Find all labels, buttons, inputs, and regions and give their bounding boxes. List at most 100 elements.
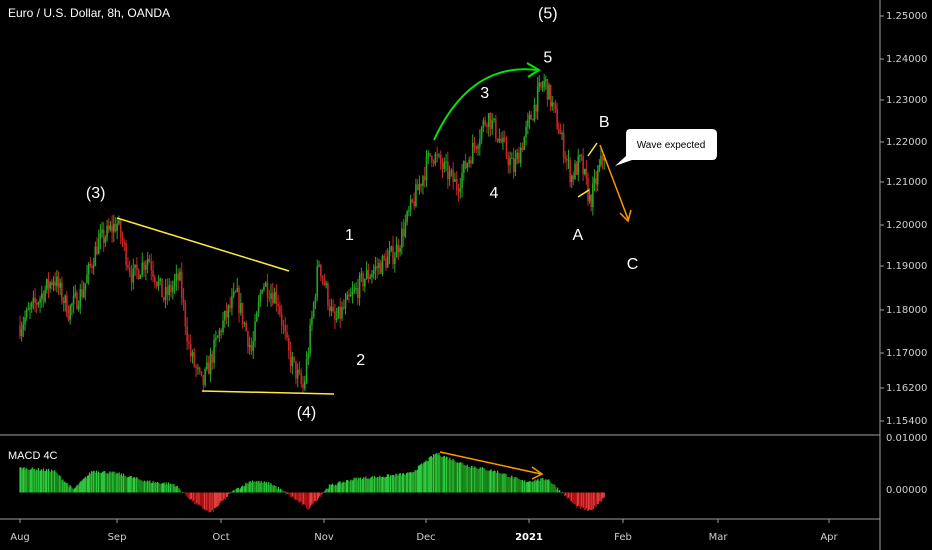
candle-body xyxy=(360,273,363,276)
candle-body xyxy=(339,306,342,319)
macd-bar xyxy=(237,487,239,493)
macd-bar xyxy=(313,492,315,502)
candle-body xyxy=(385,258,387,268)
wave-a-line[interactable] xyxy=(577,189,590,198)
macd-bar xyxy=(560,492,562,493)
candle-body xyxy=(259,293,262,302)
macd-bar xyxy=(171,483,173,493)
macd-bar xyxy=(234,491,236,493)
candle-body xyxy=(320,264,322,276)
candle-body xyxy=(59,282,61,288)
macd-bar xyxy=(564,492,566,497)
macd-bar xyxy=(36,470,38,493)
macd-bar xyxy=(370,476,372,493)
candle-body xyxy=(369,276,371,279)
macd-divergence-line[interactable] xyxy=(439,451,542,475)
macd-bar xyxy=(245,482,247,493)
candle-body xyxy=(130,272,133,283)
candle-body xyxy=(519,147,522,164)
candle-body xyxy=(484,120,486,125)
macd-axis[interactable]: 0.01000 0.00000 xyxy=(886,433,927,496)
macd-bar xyxy=(460,462,462,493)
macd-bar xyxy=(198,492,200,505)
macd-bar xyxy=(200,492,202,507)
macd-bar xyxy=(145,481,148,493)
macd-bar xyxy=(58,476,60,493)
macd-bar xyxy=(227,492,230,494)
macd-bar xyxy=(298,492,300,503)
candle-body xyxy=(592,183,594,207)
time-axis[interactable]: Aug Sep Oct Nov Dec 2021 Feb Mar Apr xyxy=(10,519,839,543)
candle-body xyxy=(543,80,545,87)
candle-body xyxy=(351,291,354,295)
macd-bar xyxy=(439,455,441,493)
macd-bar xyxy=(275,486,277,493)
macd-bar xyxy=(541,478,543,493)
candle-body xyxy=(211,354,214,363)
macd-bar xyxy=(220,492,222,502)
macd-bar xyxy=(112,471,114,493)
macd-bar xyxy=(559,490,561,493)
candle-body xyxy=(225,310,228,318)
candle-body xyxy=(364,278,366,287)
macd-bar xyxy=(197,492,199,505)
macd-bar xyxy=(355,477,357,493)
price-tick-label: 1.20000 xyxy=(886,220,927,231)
trendline-resistance[interactable] xyxy=(116,217,290,272)
wave-c-arrow-line[interactable] xyxy=(599,144,629,220)
candle-body xyxy=(493,118,495,121)
macd-bar xyxy=(203,492,206,510)
candle-body xyxy=(540,82,542,87)
price-tick-label: 1.24000 xyxy=(886,54,927,65)
macd-bar xyxy=(259,483,261,493)
macd-bar xyxy=(542,477,544,493)
macd-bar xyxy=(522,481,525,493)
macd-bar xyxy=(441,457,443,493)
candle-body xyxy=(189,343,192,357)
candle-body xyxy=(429,153,431,156)
macd-bar xyxy=(338,481,340,493)
candle-body xyxy=(572,175,575,179)
price-axis[interactable]: 1.25000 1.24000 1.23000 1.22000 1.21000 1.200… xyxy=(880,11,927,427)
candle-body xyxy=(298,369,301,374)
macd-bar xyxy=(304,492,307,506)
macd-bar xyxy=(410,471,412,493)
candle-body xyxy=(312,302,315,317)
candle-body xyxy=(544,79,547,81)
wave-expected-callout[interactable]: Wave expected xyxy=(615,129,717,166)
wave-b-line[interactable] xyxy=(587,142,598,157)
green-arc-arrow[interactable] xyxy=(433,68,538,141)
macd-bar xyxy=(475,467,477,493)
macd-bar xyxy=(357,477,359,493)
macd-bar xyxy=(105,473,107,493)
macd-bar xyxy=(594,492,596,507)
macd-bar xyxy=(490,469,492,493)
macd-bar xyxy=(555,486,557,493)
macd-bar xyxy=(561,492,563,494)
macd-bar xyxy=(347,479,349,493)
macd-bar xyxy=(472,466,474,493)
candle-body xyxy=(141,262,144,276)
candle-body xyxy=(549,84,552,107)
candle-body xyxy=(40,293,43,299)
trendline-support[interactable] xyxy=(201,390,335,395)
candle-body xyxy=(206,362,208,370)
macd-bar xyxy=(407,472,409,493)
macd-bar xyxy=(286,492,288,495)
macd-bar xyxy=(187,492,189,499)
time-tick-label: Dec xyxy=(416,532,435,543)
candle-body xyxy=(220,330,223,333)
macd-bar xyxy=(466,464,468,493)
time-tick-label: Feb xyxy=(614,532,632,543)
macd-bar xyxy=(300,492,302,503)
macd-bar xyxy=(173,484,175,493)
macd-bar xyxy=(468,467,470,493)
macd-bar xyxy=(167,482,170,493)
macd-bar xyxy=(352,480,354,493)
candle-body xyxy=(546,79,549,100)
macd-bar xyxy=(339,481,341,493)
macd-bar xyxy=(108,473,110,493)
candle-body xyxy=(475,146,478,149)
candle-body xyxy=(163,297,165,301)
